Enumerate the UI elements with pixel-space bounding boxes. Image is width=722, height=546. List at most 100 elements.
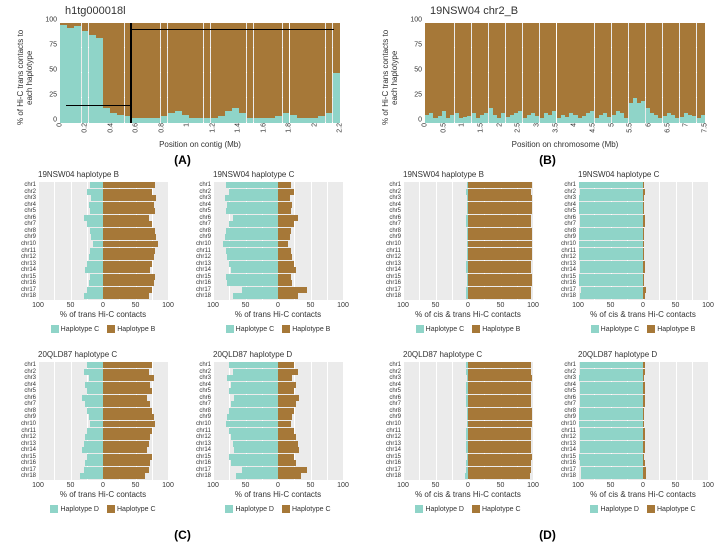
hbar-right xyxy=(643,241,644,247)
hbar-right xyxy=(103,388,152,394)
hbar-left xyxy=(226,182,278,188)
hbar-left xyxy=(90,274,103,280)
chr-label: chr18 xyxy=(21,473,38,480)
bar-stack xyxy=(189,23,196,123)
panel-a-title: h1tg000018l xyxy=(65,5,355,17)
hbar-right xyxy=(643,375,644,381)
chr-label: chr2 xyxy=(199,369,213,376)
chr-label: chr6 xyxy=(564,215,578,222)
bar-stack xyxy=(196,23,203,123)
hbar-right xyxy=(278,473,301,479)
hbar-right xyxy=(103,261,152,267)
hbar-right xyxy=(103,241,158,247)
hbar-left xyxy=(231,434,278,440)
hbar-left xyxy=(580,460,643,466)
chr-label: chr17 xyxy=(561,467,578,474)
chr-label: chr11 xyxy=(386,248,403,255)
hbar-right xyxy=(468,267,531,273)
chr-label: chr4 xyxy=(564,382,578,389)
chr-label: chr6 xyxy=(24,395,38,402)
hbar-right xyxy=(643,473,646,479)
hbar-left xyxy=(227,375,278,381)
hbar-left xyxy=(229,261,278,267)
hbar-right xyxy=(468,454,532,460)
bar-stack xyxy=(311,23,318,123)
chr-label: chr6 xyxy=(389,215,403,222)
subpanel-title: 20QLD87 haplotype C xyxy=(403,350,540,359)
chr-label: chr17 xyxy=(21,467,38,474)
chr-label: chr17 xyxy=(561,287,578,294)
hbar-left xyxy=(579,241,643,247)
bar-stack xyxy=(283,23,290,123)
subpanel-legend: Haplotype CHaplotype B xyxy=(403,325,533,333)
hbar-right xyxy=(278,428,294,434)
subpanel-legend: Haplotype DHaplotype C xyxy=(38,505,168,513)
hbar-left xyxy=(579,195,643,201)
chr-label: chr13 xyxy=(561,261,578,268)
chr-label: chr11 xyxy=(196,428,213,435)
hbar-right xyxy=(468,221,531,227)
hbar-right xyxy=(468,401,531,407)
bar-stack xyxy=(261,23,268,123)
bar-stack xyxy=(254,23,261,123)
hbar-right xyxy=(103,248,155,254)
hbar-right xyxy=(278,401,296,407)
subpanel-xlabel: % of cis & trans Hi-C contacts xyxy=(578,310,708,319)
hbar-left xyxy=(579,280,643,286)
hbar-right xyxy=(468,414,532,420)
subpanel-legend: Haplotype DHaplotype C xyxy=(213,505,343,513)
hbar-right xyxy=(643,234,644,240)
chr-label: chr15 xyxy=(386,454,403,461)
chr-label: chr6 xyxy=(199,395,213,402)
chr-label: chr2 xyxy=(564,189,578,196)
hbar-left xyxy=(579,182,643,188)
hbar-left xyxy=(87,408,103,414)
hbar-right xyxy=(103,460,150,466)
panel-b-title: 19NSW04 chr2_B xyxy=(430,5,720,17)
hbar-left xyxy=(85,434,103,440)
chr-label: chr8 xyxy=(389,408,403,415)
hbar-right xyxy=(278,434,296,440)
hbar-left xyxy=(580,215,643,221)
subpanel-title: 19NSW04 haplotype C xyxy=(213,170,350,179)
hbar-right xyxy=(468,234,532,240)
hbar-right xyxy=(103,234,156,240)
chr-label: chr13 xyxy=(386,441,403,448)
hbar-right xyxy=(103,189,152,195)
chr-label: chr13 xyxy=(21,441,38,448)
hbar-left xyxy=(84,369,104,375)
hbar-right xyxy=(468,248,532,254)
bar-stack xyxy=(161,23,168,123)
hbar-right xyxy=(643,434,645,440)
subpanel-title: 19NSW04 haplotype B xyxy=(403,170,540,179)
hbar-right xyxy=(468,395,531,401)
subpanel-xlabel: % of cis & trans Hi-C contacts xyxy=(578,490,708,499)
hbar-left xyxy=(226,274,278,280)
hbar-left xyxy=(87,189,103,195)
chr-label: chr4 xyxy=(389,382,403,389)
subpanel-title: 20QLD87 haplotype D xyxy=(578,350,715,359)
hbar-right xyxy=(643,362,645,368)
hbar-right xyxy=(643,228,644,234)
hbar-left xyxy=(87,428,103,434)
hbar-right xyxy=(278,388,294,394)
hbar-right xyxy=(643,195,644,201)
chr-label: chr2 xyxy=(564,369,578,376)
hbar-left xyxy=(581,287,643,293)
bar-stack xyxy=(275,23,282,123)
hbar-left xyxy=(226,208,278,214)
hbar-left xyxy=(234,447,278,453)
chr-label: chr9 xyxy=(389,414,403,421)
bar-stack xyxy=(153,23,160,123)
chr-label: chr11 xyxy=(561,248,578,255)
chr-label: chr18 xyxy=(196,293,213,300)
hbar-left xyxy=(89,375,103,381)
panel-a-xlabel: Position on contig (Mb) xyxy=(60,140,340,149)
bar-stack xyxy=(175,23,182,123)
hbar-right xyxy=(468,182,532,188)
hbar-left xyxy=(225,195,278,201)
hbar-right xyxy=(103,369,149,375)
chr-label: chr15 xyxy=(21,454,38,461)
hbar-right xyxy=(278,189,294,195)
subpanel-xlabel: % of cis & trans Hi-C contacts xyxy=(403,490,533,499)
